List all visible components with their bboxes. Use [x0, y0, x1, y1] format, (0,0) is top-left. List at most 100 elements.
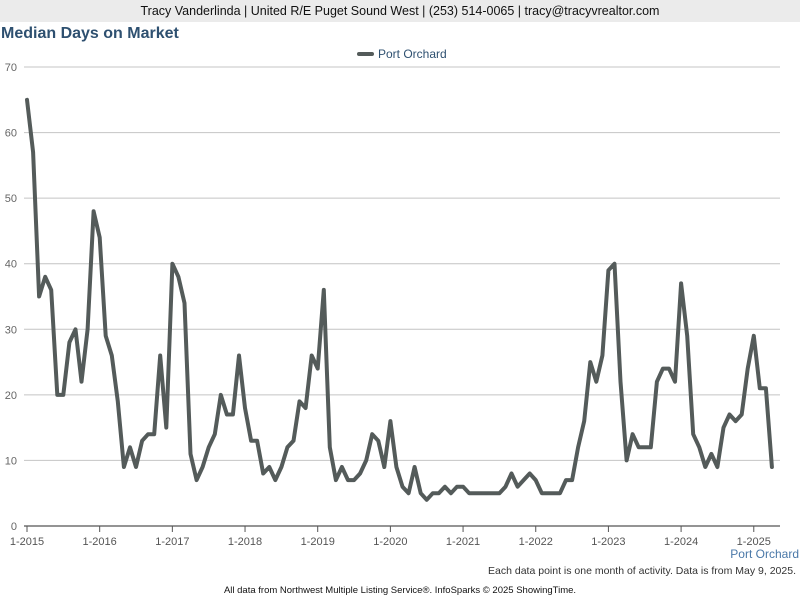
data-point — [395, 466, 398, 468]
data-point — [195, 479, 198, 481]
data-point — [747, 368, 749, 370]
x-axis-label: Port Orchard — [730, 547, 799, 561]
data-point — [704, 466, 706, 468]
data-point — [680, 282, 682, 284]
data-point — [638, 446, 640, 448]
data-point — [420, 492, 422, 494]
data-point — [189, 453, 192, 455]
data-point — [516, 486, 519, 488]
data-point — [377, 440, 379, 442]
x-tick-label: 1-2015 — [10, 536, 44, 548]
data-point — [668, 368, 670, 370]
data-point — [262, 472, 264, 475]
data-point — [183, 302, 186, 304]
data-point — [99, 236, 101, 239]
data-point — [674, 381, 676, 383]
data-point — [86, 328, 89, 330]
y-tick-label: 20 — [5, 390, 17, 402]
data-credits: All data from Northwest Multiple Listing… — [223, 585, 577, 596]
data-point — [135, 466, 137, 468]
y-tick-label: 60 — [5, 128, 17, 140]
legend: Port Orchard — [357, 47, 447, 61]
data-point — [407, 492, 410, 494]
data-point — [644, 446, 646, 448]
contact-header: Tracy Vanderlinda | United R/E Puget Sou… — [0, 0, 800, 22]
data-point — [250, 440, 252, 442]
data-point — [153, 433, 155, 435]
y-tick-label: 70 — [5, 62, 17, 74]
y-tick-label: 50 — [5, 193, 17, 205]
data-point — [165, 427, 167, 429]
data-point — [619, 381, 622, 383]
data-point — [292, 440, 295, 442]
data-point — [280, 466, 282, 468]
data-point — [56, 394, 58, 396]
data-point — [480, 492, 482, 494]
data-point — [68, 341, 70, 343]
data-point — [80, 381, 83, 383]
data-point — [226, 413, 228, 416]
data-point — [123, 466, 125, 468]
data-point — [129, 446, 131, 448]
x-tick-label: 1-2023 — [591, 536, 625, 548]
data-point — [105, 335, 107, 337]
x-tick-label: 1-2025 — [737, 536, 771, 548]
legend-label: Port Orchard — [378, 47, 447, 61]
data-point — [571, 479, 573, 481]
data-point — [765, 387, 767, 389]
data-point — [456, 486, 458, 488]
data-point — [444, 486, 446, 488]
x-tick-label: 1-2024 — [664, 536, 698, 548]
data-point — [365, 459, 367, 462]
data-point — [50, 289, 52, 291]
x-tick-label: 1-2022 — [519, 536, 553, 548]
chart-title: Median Days on Market — [1, 25, 179, 42]
x-axis: 1-2015 1-2016 1-2017 1-2018 1-2019 1-2020 1-20… — [10, 525, 780, 548]
data-point — [438, 492, 440, 494]
data-point — [268, 466, 270, 468]
data-point — [432, 492, 434, 494]
y-axis-ticks: 0 10 20 30 40 50 60 70 — [5, 62, 17, 533]
data-point — [159, 354, 161, 357]
data-point — [93, 210, 95, 212]
data-point — [753, 335, 755, 337]
series-line — [25, 97, 774, 502]
data-point — [347, 479, 349, 481]
x-tick-label: 1-2020 — [373, 536, 407, 548]
data-point — [359, 472, 361, 475]
data-point — [686, 335, 688, 337]
data-point — [589, 361, 591, 363]
data-point — [468, 492, 470, 494]
data-point — [323, 289, 325, 291]
data-point — [504, 486, 507, 488]
data-point — [389, 420, 391, 422]
series-layer — [25, 97, 774, 502]
data-point — [741, 413, 743, 416]
data-point — [371, 433, 373, 435]
data-point — [601, 354, 603, 357]
y-tick-label: 30 — [5, 324, 17, 336]
data-point — [559, 492, 561, 494]
data-point — [450, 492, 452, 494]
data-point — [341, 466, 343, 468]
data-point — [728, 413, 731, 416]
data-point — [74, 328, 77, 330]
data-point — [662, 368, 664, 370]
data-point — [147, 433, 149, 435]
y-tick-label: 40 — [5, 259, 17, 271]
data-point — [613, 263, 616, 265]
x-tick-label: 1-2017 — [155, 536, 189, 548]
data-point — [304, 407, 307, 409]
data-point — [171, 263, 173, 265]
data-point — [632, 433, 634, 435]
data-point — [244, 407, 246, 409]
y-tick-label: 10 — [5, 455, 17, 467]
data-point — [111, 354, 113, 357]
data-point — [577, 446, 579, 448]
data-point — [716, 466, 719, 468]
data-point — [486, 492, 488, 494]
x-tick-label: 1-2018 — [228, 536, 262, 548]
data-point — [462, 486, 464, 488]
data-point — [274, 479, 276, 481]
y-tick-label: 0 — [11, 521, 17, 533]
